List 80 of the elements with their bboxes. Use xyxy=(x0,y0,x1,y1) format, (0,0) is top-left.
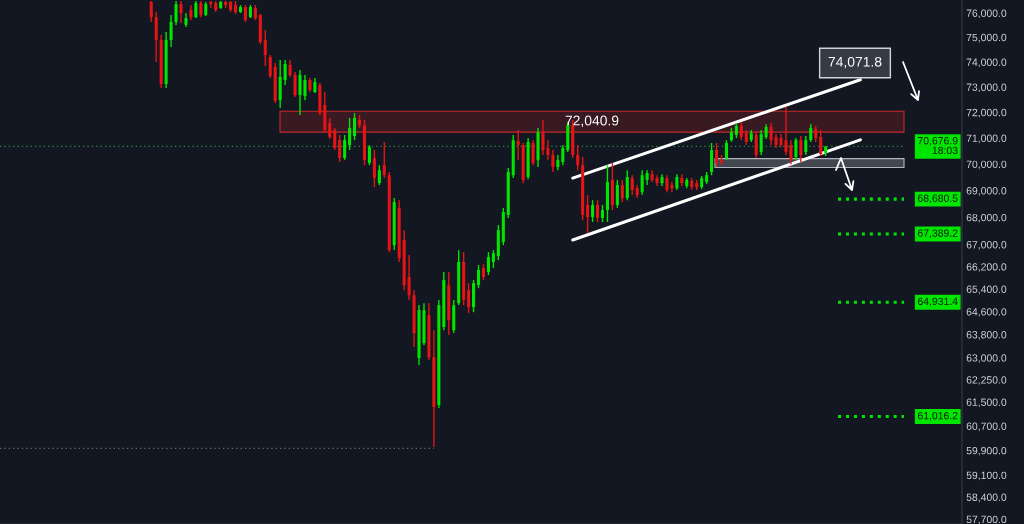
candlestick xyxy=(769,122,773,146)
candlestick xyxy=(625,169,629,201)
candlestick xyxy=(640,169,644,196)
candlestick xyxy=(169,14,173,48)
candlestick xyxy=(476,264,481,289)
candlestick xyxy=(710,142,714,176)
y-tick-label: 58,400.0 xyxy=(966,493,1007,503)
candlestick xyxy=(595,199,600,223)
candlestick xyxy=(367,144,371,166)
ref-line-label: 68,680.5 xyxy=(917,194,958,204)
candlestick xyxy=(472,279,476,313)
y-tick-label: 69,000.0 xyxy=(966,187,1007,196)
y-tick-label: 60,700.0 xyxy=(966,422,1007,432)
candlestick xyxy=(382,141,386,179)
candlestick xyxy=(586,194,590,234)
candlestick xyxy=(263,29,267,67)
candlestick xyxy=(348,117,352,151)
y-tick-label: 62,250.0 xyxy=(966,376,1007,385)
y-tick-label: 76,000.0 xyxy=(966,9,1007,19)
ref-line-label: 70,676.9 18:03 xyxy=(917,137,958,155)
candlestick xyxy=(799,135,803,163)
candlestick xyxy=(576,144,580,171)
candlestick xyxy=(372,149,376,188)
y-tick-label: 57,700.0 xyxy=(966,515,1007,524)
y-tick-label: 75,000.0 xyxy=(966,33,1007,43)
candlestick xyxy=(551,149,555,173)
y-tick-label: 59,100.0 xyxy=(966,471,1007,481)
candlestick xyxy=(486,251,490,276)
candlestick xyxy=(759,129,763,156)
candlestick xyxy=(804,135,808,156)
y-tick-label: 66,200.0 xyxy=(966,263,1007,272)
candlestick xyxy=(407,254,411,301)
y-tick-label: 72,000.0 xyxy=(966,108,1007,118)
y-tick-label: 74,000.0 xyxy=(966,58,1007,68)
candlestick xyxy=(620,179,624,203)
candlestick xyxy=(724,139,728,161)
annotation: 74,071.8 xyxy=(828,56,882,69)
y-tick-label: 71,000.0 xyxy=(966,134,1007,144)
candlestick xyxy=(283,59,287,86)
band-label: 72,040.9 xyxy=(565,115,619,128)
candlestick xyxy=(615,179,619,209)
candlestick xyxy=(561,144,565,166)
candlestick xyxy=(154,11,158,63)
candlestick xyxy=(670,181,674,193)
candlestick xyxy=(278,59,282,109)
candlestick xyxy=(343,134,347,161)
ref-line-label: 64,931.4 xyxy=(917,297,958,307)
y-tick-label: 64,600.0 xyxy=(966,308,1007,317)
y-tick-label: 70,000.0 xyxy=(966,160,1007,170)
y-tick-label: 59,900.0 xyxy=(966,446,1007,456)
y-tick-label: 63,000.0 xyxy=(966,354,1007,363)
candlestick xyxy=(630,174,634,196)
candlestick xyxy=(531,139,535,166)
candlestick xyxy=(293,71,297,98)
y-tick-label: 73,000.0 xyxy=(966,83,1007,93)
y-tick-label: 65,400.0 xyxy=(966,285,1007,295)
candlestick xyxy=(467,282,471,314)
candlestick xyxy=(794,137,798,161)
candlestick xyxy=(338,134,342,163)
candlestick xyxy=(333,127,337,151)
y-tick-label: 67,000.0 xyxy=(966,241,1007,250)
candlestick xyxy=(328,117,332,140)
candlestick xyxy=(179,0,183,24)
ref-line-label: 67,389.2 xyxy=(917,229,958,238)
candlestick xyxy=(819,129,823,157)
candlestick xyxy=(541,119,545,156)
candlestick xyxy=(739,121,743,141)
candlestick xyxy=(149,0,153,23)
candlestick xyxy=(516,129,520,161)
y-tick-label: 68,000.0 xyxy=(966,213,1007,223)
candlestick xyxy=(591,199,595,223)
candlestick xyxy=(174,0,178,26)
candlestick xyxy=(377,164,381,186)
ref-line-label: 61,016.2 xyxy=(917,411,958,421)
candlestick xyxy=(268,54,272,79)
candlestick xyxy=(754,131,758,159)
y-tick-label: 61,500.0 xyxy=(966,398,1007,408)
candlestick xyxy=(715,142,719,168)
candlestick xyxy=(353,112,357,141)
y-tick-label: 63,800.0 xyxy=(966,331,1007,340)
